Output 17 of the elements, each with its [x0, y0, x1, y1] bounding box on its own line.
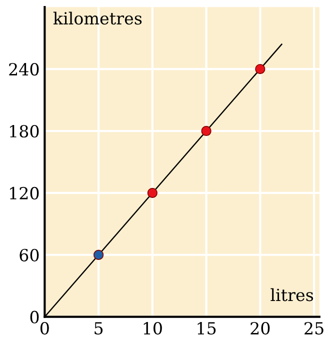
y-tick-label: 120	[10, 186, 39, 200]
x-tick-label: 20	[250, 322, 270, 335]
point	[93, 250, 104, 260]
x-tick-label: 10	[144, 322, 162, 335]
x-tick-label: 25	[304, 322, 324, 335]
x-tick-label: 0	[40, 322, 49, 335]
y-tick-label: 240	[9, 62, 39, 76]
point	[255, 64, 266, 74]
x-tick-label: 5	[94, 322, 103, 335]
x-tick-label: 15	[198, 322, 216, 335]
point	[201, 126, 212, 136]
y-axis-title: kilometres	[53, 12, 142, 25]
y-tick-label: 0	[30, 310, 39, 324]
point	[147, 188, 158, 198]
y-tick-label: 60	[20, 248, 39, 262]
y-tick-label: 180	[10, 124, 39, 138]
x-axis-title: litres	[270, 288, 314, 302]
